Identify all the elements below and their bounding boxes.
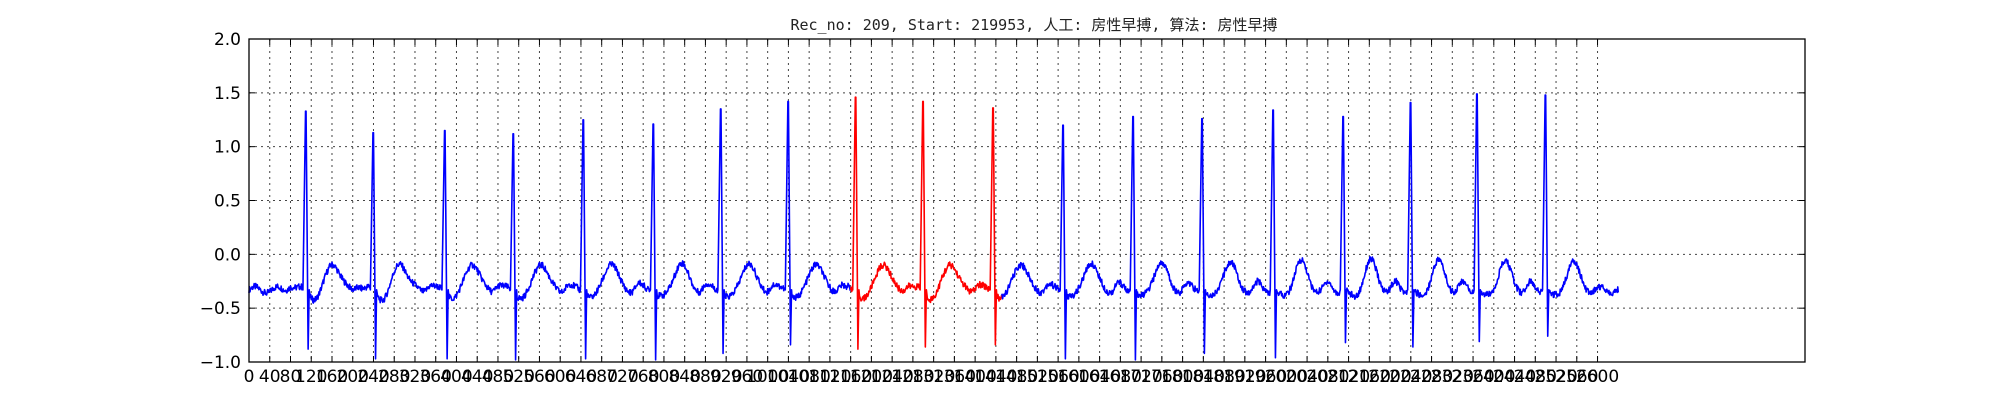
chart-title: Rec_no: 209, Start: 219953, 人工: 房性早搏, 算法…: [790, 16, 1277, 34]
y-tick-label: −0.5: [200, 299, 241, 319]
x-tick-label: 2600: [1576, 367, 1619, 387]
grid-layer: [249, 39, 1805, 362]
y-tick-label: −1.0: [200, 353, 241, 373]
y-tick-label: 2.0: [214, 30, 241, 50]
x-tick-label: 0: [244, 367, 255, 387]
y-tick-label: 1.0: [214, 138, 241, 158]
ecg-trace: [1002, 94, 1619, 360]
y-tick-label: 0.0: [214, 245, 241, 265]
y-tick-label: 1.5: [214, 84, 241, 104]
ecg-trace-highlight: [851, 97, 1002, 349]
plot-frame: [249, 39, 1805, 362]
y-tick-label: 0.5: [214, 192, 241, 212]
y-axis-ticks: −1.0 −0.5 0.0 0.5 1.0 1.5 2.0: [200, 30, 1805, 373]
x-tick-label: 40: [259, 367, 281, 387]
ecg-trace: [249, 101, 851, 359]
